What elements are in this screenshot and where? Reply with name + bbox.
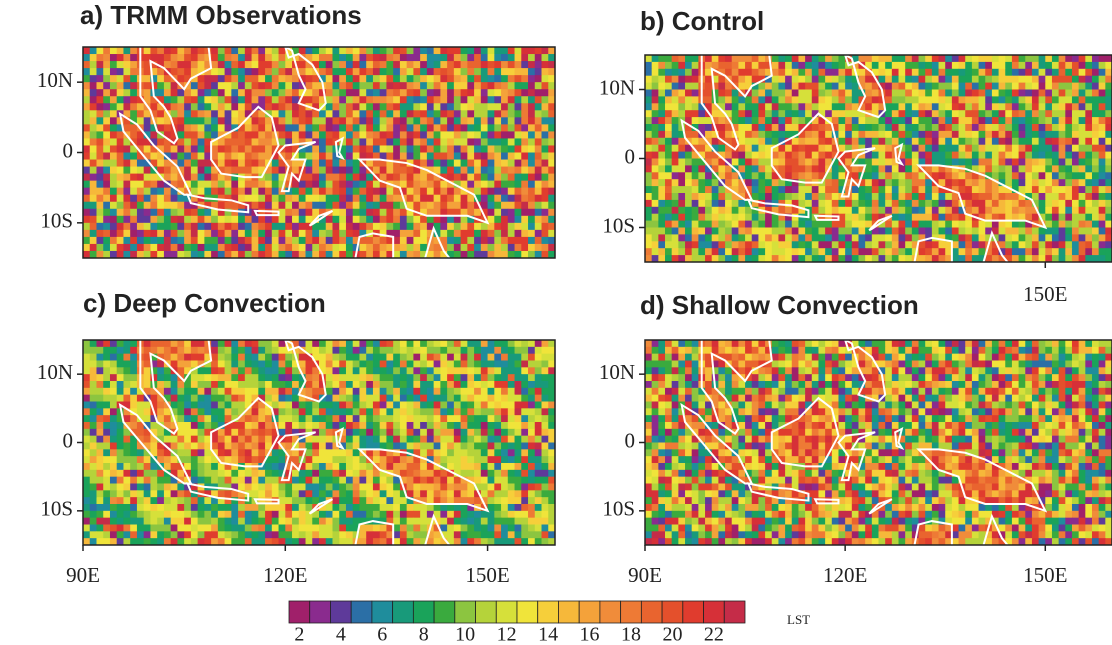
y-tick-label: 10N [37,68,73,92]
colorbar-box [537,600,559,624]
colorbar-tick-label: 8 [419,624,429,645]
colorbar-tick-label: 20 [662,624,682,645]
colorbar-box [661,600,684,624]
colorbar-box [620,600,642,624]
y-tick-label: 0 [63,428,74,452]
y-tick-label: 0 [625,428,636,452]
raster [645,55,1112,262]
colorbar-box [640,600,663,624]
raster [83,47,555,258]
colorbar-tick-label: 6 [377,624,387,645]
x-tick-label: 120E [823,563,867,587]
x-tick-label: 120E [263,563,307,587]
colorbar-box [330,600,352,624]
colorbar-box [516,600,539,624]
x-tick-label: 150E [1023,563,1067,587]
colorbar-tick-label: 16 [580,624,600,645]
colorbar-tick-label: 12 [497,624,517,645]
y-tick-label: 10S [40,209,73,233]
y-tick-label: 0 [63,138,74,162]
colorbar-box [288,600,311,624]
colorbar-box [599,600,622,624]
colorbar-tick-label: 2 [294,624,304,645]
colorbar-box [433,600,456,624]
y-tick-label: 10N [599,75,635,99]
coastlines [680,340,1048,545]
x-tick-label: 90E [628,563,662,587]
colorbar-tick-label: 14 [538,624,558,645]
raster [645,340,1112,545]
colorbar-tick-label: 18 [621,624,641,645]
colorbar-label: LST [787,612,810,627]
colorbar-box [392,600,414,624]
colorbar-tick-label: 10 [455,624,475,645]
colorbar-box [350,600,373,624]
colorbar-box [558,600,580,624]
y-tick-label: 10N [37,360,73,384]
map-panel: c) Deep Convection 10N 0 10S 90E 120E 150E [37,288,556,587]
panel-title: c) Deep Convection [83,288,326,318]
colorbar-box [682,600,704,624]
y-tick-label: 0 [625,144,636,168]
x-tick-label: 150E [1023,282,1067,306]
map-panel: a) TRMM Observations 10N 0 10S [37,0,556,259]
colorbar-box [309,600,331,624]
map-panel: b) Control 10N 0 10S 150E [599,6,1112,306]
panel-title: b) Control [640,6,764,36]
colorbar-box [475,600,497,624]
colorbar-box [703,600,725,624]
coastlines [680,55,1048,262]
x-tick-label: 90E [66,563,100,587]
y-tick-label: 10N [599,360,635,384]
x-tick-label: 150E [465,563,509,587]
colorbar-tick-label: 4 [336,624,346,645]
colorbar-box [371,600,394,624]
colorbar: 2 4 6 8 10 12 14 16 18 20 22 LST [288,600,810,645]
colorbar-box [495,600,518,624]
coastlines [118,47,490,258]
panel-title: a) TRMM Observations [80,0,362,30]
panel-title: d) Shallow Convection [640,290,919,320]
colorbar-tick-label: 22 [704,624,724,645]
colorbar-box [454,600,476,624]
y-tick-label: 10S [602,497,635,521]
colorbar-box [723,600,746,624]
coastlines [118,340,490,545]
colorbar-box [412,600,435,624]
map-panel: d) Shallow Convection 10N 0 10S 90E 120E 150E [599,290,1112,587]
colorbar-box [578,600,601,624]
y-tick-label: 10S [602,213,635,237]
raster [83,340,555,545]
y-tick-label: 10S [40,497,73,521]
